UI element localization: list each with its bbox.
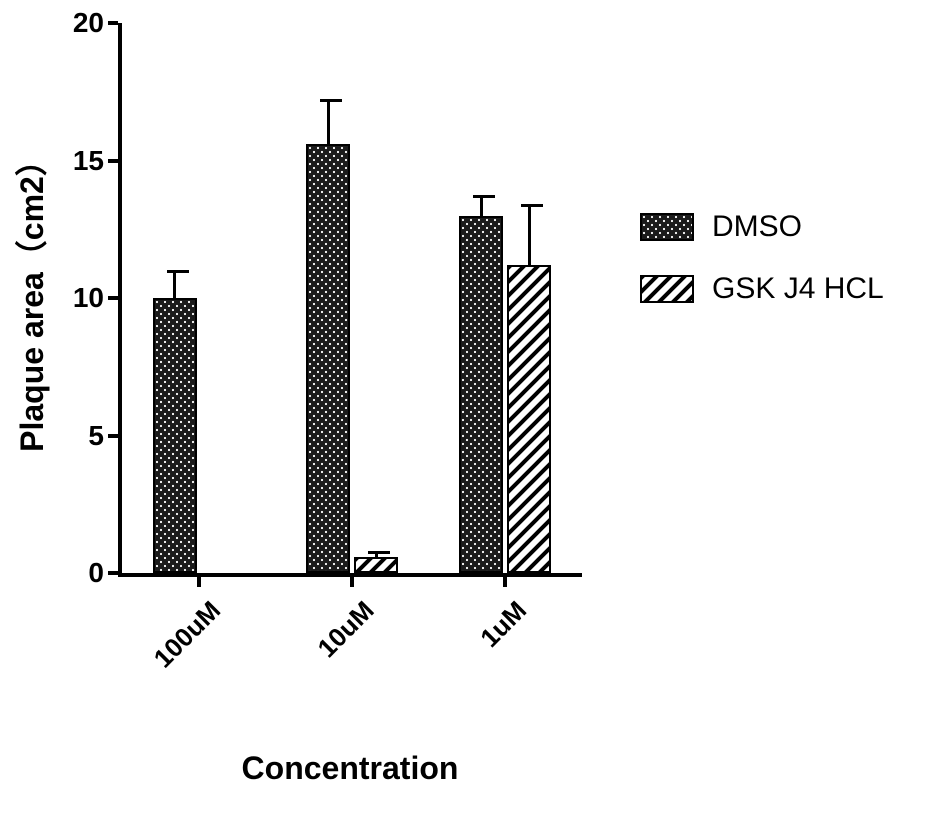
legend: DMSO GSK J4 HCL (640, 210, 884, 334)
x-tick-label: 10uM (311, 595, 380, 664)
legend-swatch (640, 275, 694, 303)
plot-area: 05101520100uM10uM1uM (118, 23, 582, 577)
y-tick-label: 15 (73, 145, 104, 177)
bar (507, 265, 551, 573)
legend-label: GSK J4 HCL (712, 272, 884, 306)
legend-item: DMSO (640, 210, 884, 244)
error-bar (173, 271, 176, 299)
y-axis-title: Plaque area（cm2） (10, 23, 50, 573)
figure: Plaque area（cm2） 05101520100uM10uM1uM Co… (0, 0, 939, 823)
y-tick (108, 296, 118, 300)
x-tick (197, 577, 201, 587)
y-tick-label: 0 (88, 557, 104, 589)
y-tick-label: 20 (73, 7, 104, 39)
x-tick-label: 100uM (147, 595, 226, 674)
error-bar (480, 196, 483, 215)
bar (153, 298, 197, 573)
y-tick (108, 434, 118, 438)
legend-swatch (640, 213, 694, 241)
x-tick (350, 577, 354, 587)
bar (306, 144, 350, 573)
error-bar (327, 100, 330, 144)
legend-item: GSK J4 HCL (640, 272, 884, 306)
y-tick-label: 5 (88, 420, 104, 452)
x-axis-title: Concentration (118, 750, 582, 787)
x-tick-label: 1uM (475, 595, 534, 654)
bar (459, 216, 503, 574)
y-tick (108, 159, 118, 163)
x-tick (503, 577, 507, 587)
error-bar (375, 552, 378, 556)
y-tick-label: 10 (73, 282, 104, 314)
y-tick (108, 571, 118, 575)
y-tick (108, 21, 118, 25)
bar (354, 557, 398, 574)
y-axis-title-text: Plaque area（cm2） (7, 144, 53, 452)
legend-label: DMSO (712, 210, 802, 244)
error-bar (528, 205, 531, 266)
